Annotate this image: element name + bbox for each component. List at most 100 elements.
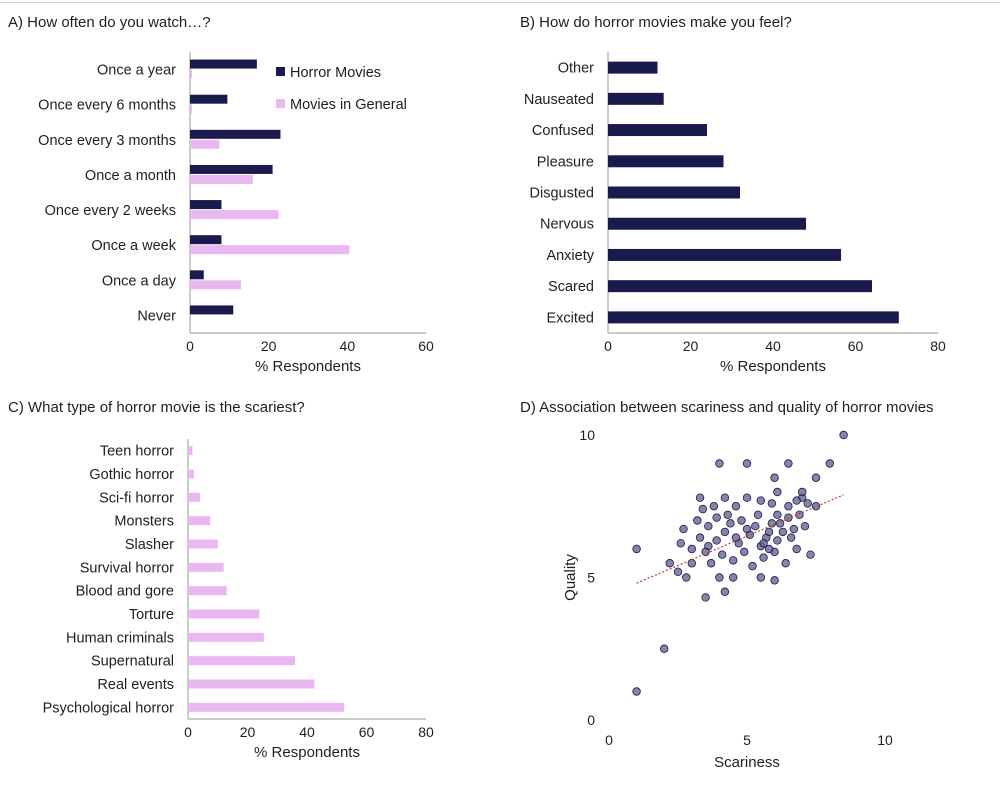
legend-swatch-horror-movies [276, 67, 285, 76]
chart-a-bar-horror-movies-once-every-6-months [190, 94, 228, 104]
chart-d-point-71 [698, 504, 708, 514]
chart-a-x-tick-20: 20 [261, 338, 277, 354]
chart-d-point-50 [706, 559, 716, 568]
chart-d-point-10 [811, 473, 821, 482]
chart-d-point-77 [786, 533, 796, 542]
chart-a-x-tick-0: 0 [186, 338, 194, 354]
chart-d-point-24 [773, 487, 782, 497]
chart-d-point-59 [806, 550, 815, 559]
top-divider [0, 2, 1000, 3]
chart-b-bar-scared [608, 280, 872, 293]
chart-d-point-47 [789, 524, 799, 534]
chart-a-bar-horror-movies-never [190, 305, 234, 315]
chart-d-point-33 [695, 533, 705, 542]
chart-d-point-46 [784, 513, 793, 522]
chart-b-x-label: % Respondents [720, 358, 826, 375]
chart-c-bar-slasher [188, 539, 218, 549]
chart-d-y-tick-5: 5 [587, 570, 595, 586]
chart-c-x-tick-60: 60 [359, 724, 375, 740]
chart-b-category-label-excited: Excited [546, 310, 594, 326]
chart-d-point-54 [748, 561, 757, 571]
chart-d-y-tick-10: 10 [579, 427, 595, 443]
chart-c-category-label-gothic-horror: Gothic horror [89, 467, 174, 483]
chart-d-point-19 [709, 502, 719, 511]
chart-d-point-45 [778, 527, 788, 537]
chart-d-point-21 [731, 502, 741, 511]
chart-c-bar-gothic-horror [188, 469, 194, 479]
chart-d-point-73 [731, 533, 741, 542]
chart-b-bar-nervous [608, 217, 806, 230]
chart-a-bar-movies-in-general-once-every-2-weeks [190, 210, 279, 220]
panel-c: C) What type of horror movie is the scar… [0, 395, 500, 790]
chart-d-point-15 [676, 539, 685, 548]
chart-c-bar-monsters [188, 516, 211, 526]
chart-a-category-label-once-a-week: Once a week [91, 238, 176, 254]
chart-d-point-23 [756, 496, 765, 505]
chart-d-x-label: Scariness [714, 754, 780, 771]
chart-c-category-label-slasher: Slasher [125, 537, 174, 553]
chart-c-x-tick-0: 0 [184, 724, 192, 740]
chart-d-point-13 [682, 573, 691, 582]
chart-c-category-label-survival-horror: Survival horror [80, 560, 174, 576]
chart-a-category-label-once-every-2-weeks: Once every 2 weeks [45, 203, 176, 219]
chart-title-a: A) How often do you watch…? [8, 14, 211, 31]
chart-d-point-76 [773, 510, 782, 519]
chart-c-category-label-real-events: Real events [97, 677, 174, 693]
chart-d-point-1 [632, 687, 641, 696]
chart-b-category-label-scared: Scared [548, 279, 594, 295]
chart-d-point-11 [665, 559, 674, 568]
chart-d-point-17 [695, 493, 705, 502]
chart-b-bar-nauseated [608, 92, 664, 105]
chart-a-bar-horror-movies-once-a-year [190, 59, 257, 69]
chart-d-point-16 [679, 524, 688, 534]
chart-d-point-67 [737, 516, 746, 525]
chart-d-point-51 [717, 550, 727, 559]
chart-a-category-label-once-a-year: Once a year [97, 63, 176, 79]
chart-d-point-55 [759, 553, 768, 562]
chart-b-category-label-other: Other [558, 61, 594, 77]
chart-d-point-37 [726, 519, 735, 528]
chart-c-category-label-monsters: Monsters [114, 514, 174, 530]
chart-d-point-69 [764, 527, 774, 537]
chart-c-bar-teen-horror [188, 446, 193, 456]
chart-c-x-tick-20: 20 [240, 724, 256, 740]
chart-c-bar-human-criminals [188, 632, 264, 642]
chart-d-point-30 [803, 499, 812, 508]
chart-b-bar-excited [608, 311, 899, 324]
chart-d-point-79 [764, 544, 774, 554]
chart-d-point-53 [740, 547, 749, 557]
chart-a-bar-horror-movies-once-a-day [190, 270, 204, 280]
panel-d: D) Association between scariness and qua… [500, 395, 1000, 790]
chart-d-x-tick-10: 10 [877, 732, 893, 748]
chart-a-category-label-once-a-day: Once a day [102, 273, 177, 289]
chart-a-category-label-once-every-3-months: Once every 3 months [38, 133, 176, 149]
chart-c-category-label-teen-horror: Teen horror [100, 444, 174, 460]
chart-d-point-72 [712, 513, 721, 522]
chart-c-bar-sci-fi-horror [188, 492, 200, 502]
chart-c-bar-blood-and-gore [188, 586, 227, 596]
chart-c-x-tick-40: 40 [299, 724, 315, 740]
chart-d-point-68 [753, 510, 763, 519]
chart-title-d: D) Association between scariness and qua… [520, 399, 934, 416]
chart-a-bar-movies-in-general-once-every-6-months [190, 104, 192, 114]
chart-a-bar-horror-movies-once-every-3-months [190, 129, 281, 139]
chart-d-point-44 [773, 536, 782, 545]
chart-d-point-64 [720, 587, 730, 596]
chart-b-bar-anxiety [608, 248, 842, 261]
chart-c: 0 20 40 60 80 % Respondents Teen horror Gothic … [43, 439, 434, 761]
chart-d-point-12 [673, 567, 683, 576]
chart-c-category-label-torture: Torture [129, 607, 174, 623]
chart-d-point-66 [723, 510, 732, 519]
chart-c-x-tick-80: 80 [418, 724, 434, 740]
chart-d-point-34 [704, 521, 713, 531]
panel-b: B) How do horror movies make you feel? 0… [500, 0, 1000, 395]
chart-c-bar-psychological-horror [188, 702, 345, 712]
chart-d-point-40 [751, 521, 760, 531]
chart-d-y-tick-0: 0 [587, 712, 595, 728]
chart-d-point-2 [659, 644, 669, 653]
chart-b-x-tick-80: 80 [930, 338, 946, 354]
chart-c-category-label-human-criminals: Human criminals [66, 630, 174, 646]
chart-d-point-20 [720, 493, 730, 502]
chart-b-bar-other [608, 61, 658, 74]
chart-a-bar-horror-movies-once-every-2-weeks [190, 200, 222, 210]
